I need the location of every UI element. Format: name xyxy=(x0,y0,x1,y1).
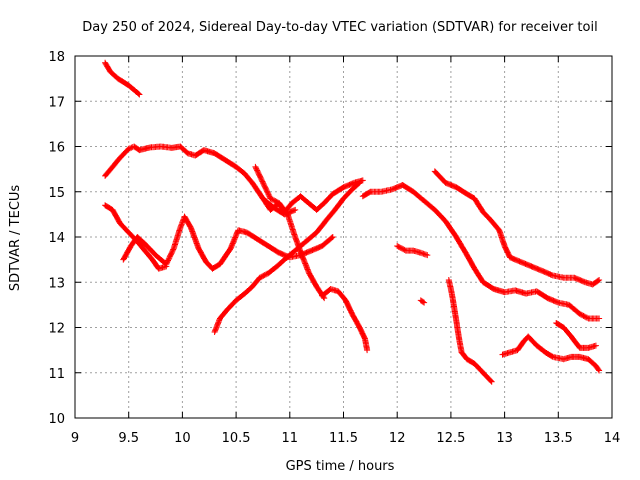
y-tick-label: 12 xyxy=(48,322,65,337)
x-tick-label: 10.5 xyxy=(222,431,251,446)
series-s3 xyxy=(102,202,170,272)
y-tick-label: 18 xyxy=(48,50,65,65)
series-s14 xyxy=(499,333,603,374)
y-tick-label: 16 xyxy=(48,141,65,156)
x-tick-label: 9.5 xyxy=(118,431,139,446)
y-tick-label: 10 xyxy=(48,412,65,427)
y-tick-label: 13 xyxy=(48,276,65,291)
series-markers xyxy=(102,59,143,98)
data-marks xyxy=(102,59,603,385)
series-markers xyxy=(252,163,328,302)
grid xyxy=(75,56,612,418)
series-markers xyxy=(359,182,603,322)
y-tick-label: 14 xyxy=(48,231,65,246)
x-tick-label: 13 xyxy=(496,431,513,446)
series-markers xyxy=(445,277,495,385)
series-s9 xyxy=(359,182,603,322)
series-markers xyxy=(417,297,428,306)
series-s12 xyxy=(431,168,603,288)
series-markers xyxy=(211,179,363,335)
x-axis-ticks: 9 9.5 10 10.5 11 11.5 12 12.5 13 13.5 14 xyxy=(71,56,620,446)
series-s13 xyxy=(445,277,495,385)
x-tick-label: 13.5 xyxy=(544,431,573,446)
x-tick-label: 12.5 xyxy=(436,431,465,446)
series-markers xyxy=(394,243,431,259)
series-s7 xyxy=(252,163,328,302)
series-s8 xyxy=(319,286,371,354)
series-markers xyxy=(102,202,170,272)
x-axis-label: GPS time / hours xyxy=(286,459,395,474)
series-s10 xyxy=(394,243,431,259)
series-s11 xyxy=(417,297,428,306)
x-tick-label: 14 xyxy=(604,431,621,446)
y-axis-ticks: 10 11 12 13 14 15 16 17 18 xyxy=(48,50,612,427)
x-tick-label: 9 xyxy=(71,431,79,446)
y-tick-label: 15 xyxy=(48,186,65,201)
series-s1 xyxy=(102,59,143,98)
x-tick-label: 11.5 xyxy=(329,431,358,446)
series-markers xyxy=(431,168,603,288)
y-tick-label: 11 xyxy=(48,367,65,382)
series-markers xyxy=(319,286,371,354)
series-markers xyxy=(553,320,599,351)
x-tick-label: 11 xyxy=(282,431,299,446)
chart-title: Day 250 of 2024, Sidereal Day-to-day VTE… xyxy=(82,20,597,35)
x-tick-label: 10 xyxy=(174,431,191,446)
series-s5 xyxy=(211,179,363,335)
series-markers xyxy=(499,333,603,374)
y-axis-label: SDTVAR / TECUs xyxy=(8,185,23,292)
x-tick-label: 12 xyxy=(389,431,406,446)
series-s15 xyxy=(553,320,599,351)
y-tick-label: 17 xyxy=(48,95,65,110)
